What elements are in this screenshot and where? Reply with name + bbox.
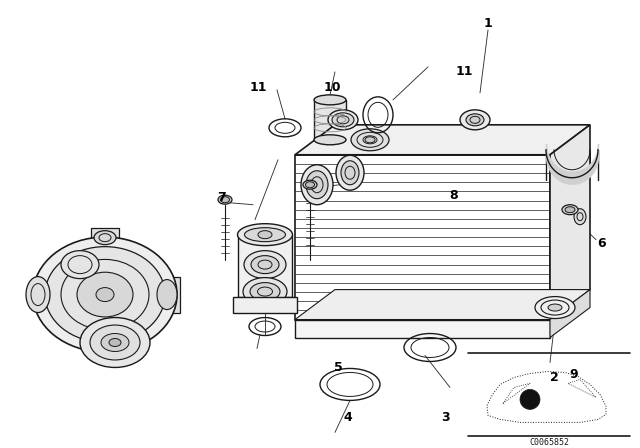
Ellipse shape [237, 224, 292, 246]
Ellipse shape [314, 135, 346, 145]
Ellipse shape [157, 280, 177, 310]
Text: 3: 3 [442, 411, 451, 424]
Ellipse shape [26, 276, 50, 313]
Polygon shape [295, 319, 550, 337]
Ellipse shape [250, 283, 280, 301]
Ellipse shape [96, 288, 114, 302]
Circle shape [520, 389, 540, 409]
Ellipse shape [341, 161, 359, 185]
Ellipse shape [244, 228, 285, 241]
Ellipse shape [221, 197, 230, 202]
Ellipse shape [258, 231, 272, 239]
Ellipse shape [77, 272, 133, 317]
Bar [314, 100, 346, 140]
Text: 8: 8 [450, 189, 458, 202]
Ellipse shape [243, 278, 287, 306]
Polygon shape [550, 125, 590, 319]
Ellipse shape [61, 250, 99, 279]
Ellipse shape [365, 137, 375, 143]
Polygon shape [233, 297, 297, 313]
Text: 10: 10 [323, 82, 340, 95]
Ellipse shape [332, 113, 354, 127]
Ellipse shape [303, 180, 317, 189]
Text: 9: 9 [570, 368, 579, 381]
Ellipse shape [565, 207, 575, 213]
Ellipse shape [45, 247, 165, 343]
Ellipse shape [33, 237, 177, 352]
Ellipse shape [466, 114, 484, 126]
Polygon shape [295, 289, 590, 319]
Ellipse shape [351, 129, 389, 151]
Ellipse shape [548, 304, 562, 311]
Ellipse shape [574, 209, 586, 225]
Ellipse shape [305, 182, 314, 188]
Ellipse shape [562, 205, 578, 215]
Text: 1: 1 [484, 17, 492, 30]
Polygon shape [550, 289, 590, 337]
Bar [91, 228, 119, 250]
Text: 7: 7 [218, 191, 227, 204]
Ellipse shape [244, 250, 286, 279]
Ellipse shape [90, 325, 140, 360]
Ellipse shape [218, 195, 232, 204]
Text: C0065852: C0065852 [529, 438, 569, 447]
Ellipse shape [101, 333, 129, 352]
Ellipse shape [306, 171, 328, 199]
Bar [152, 276, 180, 313]
Ellipse shape [535, 297, 575, 319]
Polygon shape [295, 125, 590, 155]
Text: 5: 5 [333, 361, 342, 374]
Ellipse shape [336, 155, 364, 190]
Ellipse shape [460, 110, 490, 130]
Ellipse shape [301, 165, 333, 205]
Ellipse shape [328, 110, 358, 130]
Text: 2: 2 [550, 371, 558, 384]
Ellipse shape [109, 339, 121, 346]
Ellipse shape [80, 318, 150, 367]
Text: 11: 11 [455, 65, 473, 78]
Text: 6: 6 [598, 237, 606, 250]
Polygon shape [238, 235, 292, 297]
Ellipse shape [251, 256, 279, 274]
Text: 4: 4 [344, 411, 353, 424]
Ellipse shape [314, 95, 346, 105]
Ellipse shape [94, 231, 116, 245]
Text: 11: 11 [249, 82, 267, 95]
